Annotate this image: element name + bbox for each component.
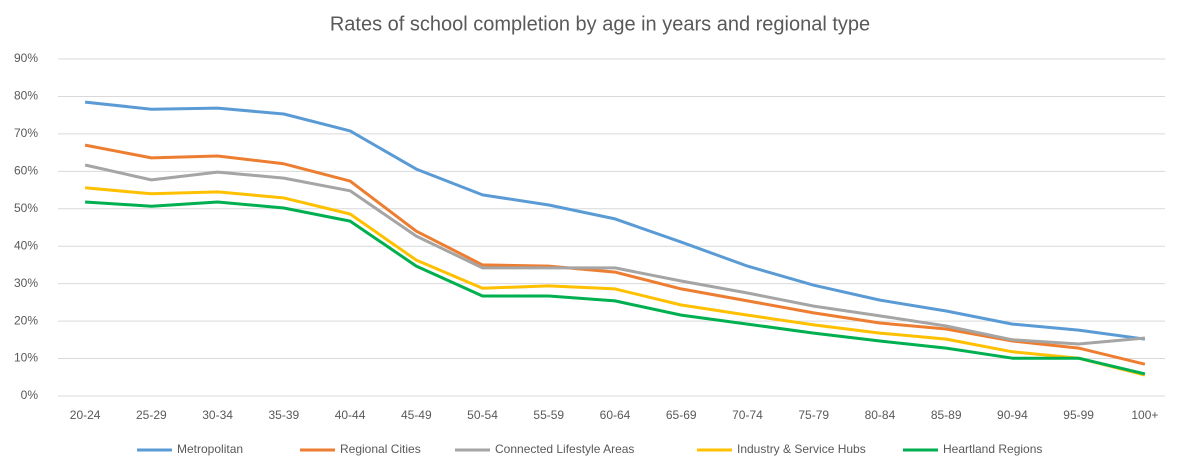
x-tick-label: 85-89 xyxy=(931,408,962,422)
x-tick-label: 20-24 xyxy=(70,408,101,422)
legend-label: Metropolitan xyxy=(177,442,243,456)
y-tick-label: 10% xyxy=(14,351,38,365)
series-line xyxy=(84,163,1146,346)
x-tick-label: 75-79 xyxy=(798,408,829,422)
chart-title: Rates of school completion by age in yea… xyxy=(330,13,870,35)
x-tick-label: 90-94 xyxy=(997,408,1028,422)
series-line xyxy=(84,100,1146,341)
y-tick-label: 0% xyxy=(21,388,39,402)
x-tick-label: 25-29 xyxy=(136,408,167,422)
x-tick-label: 70-74 xyxy=(732,408,763,422)
x-tick-label: 55-59 xyxy=(533,408,564,422)
y-tick-label: 70% xyxy=(14,126,38,140)
x-tick-label: 35-39 xyxy=(268,408,299,422)
y-tick-label: 40% xyxy=(14,238,38,252)
y-tick-label: 20% xyxy=(14,313,38,327)
x-tick-label: 40-44 xyxy=(335,408,366,422)
series-line xyxy=(85,200,1146,376)
y-tick-label: 30% xyxy=(14,276,38,290)
legend-label: Connected Lifestyle Areas xyxy=(495,442,634,456)
series-line xyxy=(84,143,1146,366)
x-tick-label: 95-99 xyxy=(1063,408,1094,422)
legend-label: Regional Cities xyxy=(340,442,421,456)
y-tick-label: 60% xyxy=(14,164,38,178)
y-tick-label: 50% xyxy=(14,201,38,215)
legend-label: Industry & Service Hubs xyxy=(737,442,866,456)
y-tick-label: 90% xyxy=(14,51,38,65)
x-tick-label: 80-84 xyxy=(865,408,896,422)
x-tick-label: 100+ xyxy=(1131,408,1158,422)
legend-label: Heartland Regions xyxy=(943,442,1042,456)
x-tick-label: 45-49 xyxy=(401,408,432,422)
x-tick-label: 50-54 xyxy=(467,408,498,422)
x-tick-label: 60-64 xyxy=(600,408,631,422)
series-line xyxy=(84,186,1146,377)
y-tick-label: 80% xyxy=(14,89,38,103)
x-tick-label: 65-69 xyxy=(666,408,697,422)
x-tick-label: 30-34 xyxy=(202,408,233,422)
